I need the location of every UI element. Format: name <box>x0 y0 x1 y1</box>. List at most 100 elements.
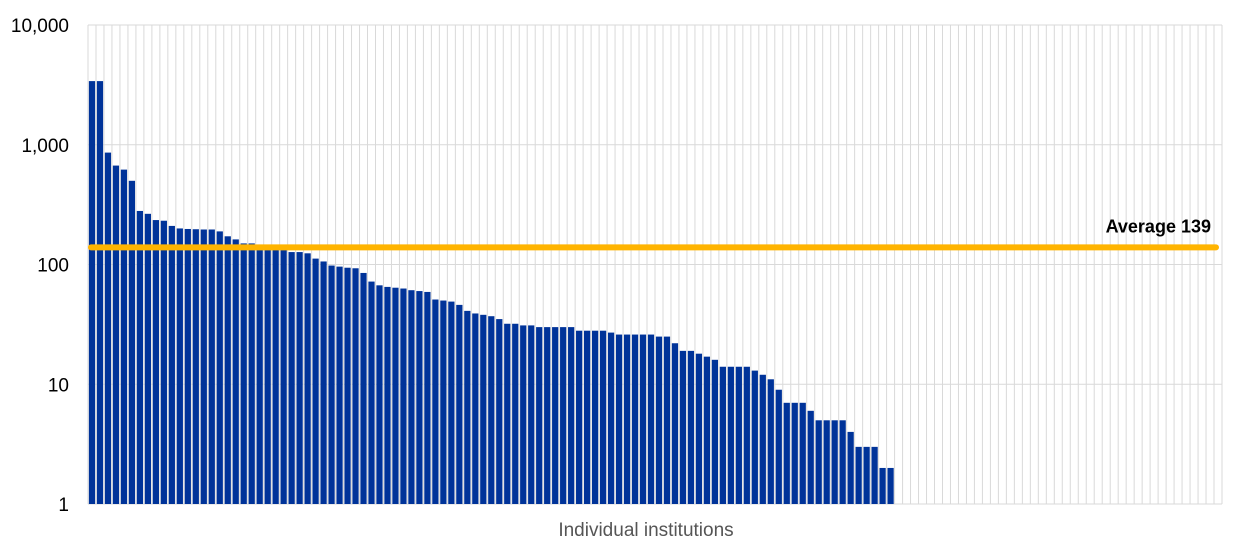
bar <box>464 310 471 504</box>
bar <box>96 81 104 504</box>
bar <box>631 334 639 504</box>
bar <box>184 228 191 504</box>
bar <box>615 334 623 504</box>
bar <box>520 325 527 504</box>
y-axis: 1 10 100 1,000 10,000 <box>11 16 69 516</box>
bar <box>647 334 655 504</box>
bar <box>504 323 511 504</box>
y-tick-label: 1,000 <box>21 136 69 157</box>
bar <box>448 301 455 504</box>
y-tick-label: 1 <box>58 495 69 516</box>
bar <box>679 350 687 504</box>
bar <box>200 229 207 505</box>
bar <box>695 353 703 504</box>
bar <box>112 165 120 504</box>
bar <box>128 180 136 504</box>
y-tick-label: 100 <box>37 256 69 277</box>
bar <box>663 336 671 504</box>
bar <box>831 420 838 504</box>
bar <box>360 272 367 504</box>
bar <box>312 258 319 504</box>
bar <box>208 229 215 505</box>
bar <box>512 323 519 504</box>
bar <box>576 330 583 504</box>
bar <box>775 389 782 504</box>
bar <box>296 252 303 504</box>
bar <box>671 343 679 504</box>
bar <box>480 314 487 504</box>
bar <box>320 261 327 504</box>
bar <box>887 467 894 504</box>
bar <box>839 420 846 504</box>
bar <box>639 334 647 504</box>
bar <box>168 225 175 504</box>
bar <box>416 291 423 504</box>
bar <box>216 231 223 505</box>
bar <box>855 446 862 504</box>
bar <box>496 319 503 504</box>
bar <box>759 374 766 504</box>
bar <box>408 290 415 504</box>
bar <box>456 304 463 504</box>
bar <box>176 228 183 504</box>
bar <box>687 350 695 504</box>
bar <box>568 327 575 504</box>
bar <box>584 330 591 504</box>
bar <box>815 420 822 504</box>
bar <box>607 332 615 504</box>
bar <box>424 291 431 504</box>
bar <box>767 379 774 504</box>
bar <box>240 243 247 504</box>
bar <box>120 169 128 505</box>
bar <box>727 366 734 504</box>
bar <box>336 266 343 504</box>
bar <box>248 243 255 504</box>
bar <box>783 402 790 504</box>
bar <box>703 356 711 504</box>
x-axis-title: Individual institutions <box>558 520 733 541</box>
bar <box>304 253 311 504</box>
bar <box>440 300 447 504</box>
bar <box>384 286 391 504</box>
bar <box>392 287 399 504</box>
bar <box>144 213 152 505</box>
bar <box>623 334 631 504</box>
bar <box>152 220 159 504</box>
average-label: Average 139 <box>1106 216 1211 236</box>
bar <box>743 366 750 504</box>
bar <box>488 316 495 504</box>
bar <box>136 210 144 504</box>
bar <box>352 268 359 504</box>
bar <box>871 446 878 504</box>
bar <box>472 313 479 504</box>
grid <box>87 24 1223 505</box>
bar <box>328 265 335 504</box>
bar <box>823 420 830 504</box>
bar <box>272 248 279 504</box>
bar <box>344 267 351 504</box>
bar <box>711 359 719 504</box>
bar <box>104 152 112 504</box>
bar <box>735 366 742 504</box>
bar <box>799 402 806 504</box>
bars <box>88 81 894 505</box>
bar <box>655 336 663 504</box>
y-tick-label: 10 <box>48 375 69 396</box>
bar <box>264 247 271 504</box>
bar <box>879 467 886 504</box>
bar <box>400 288 407 504</box>
bar <box>847 431 854 504</box>
bar <box>599 330 607 504</box>
bar <box>224 236 231 504</box>
bar <box>751 370 758 504</box>
bar <box>232 239 239 504</box>
bar <box>552 327 559 504</box>
bar <box>528 325 535 504</box>
bar <box>160 220 167 504</box>
bar <box>432 299 439 504</box>
bar <box>256 247 263 505</box>
bar <box>88 81 96 504</box>
bar <box>544 327 551 504</box>
bar <box>591 330 599 504</box>
